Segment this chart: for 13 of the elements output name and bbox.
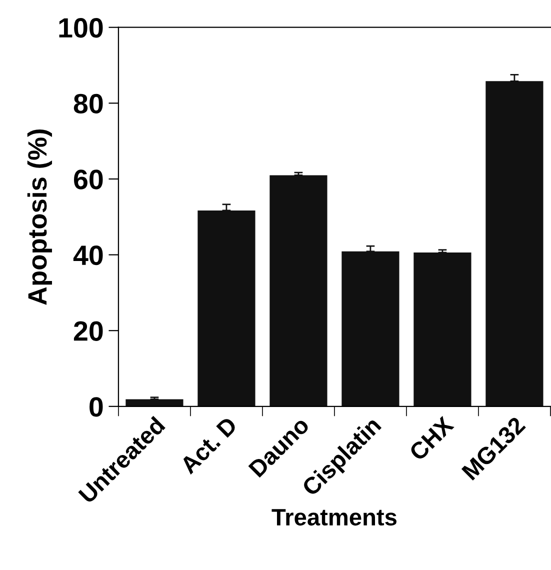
- bar: [342, 251, 400, 406]
- y-tick-label: 20: [74, 321, 103, 341]
- y-axis-title: Apoptosis (%): [27, 130, 52, 305]
- bar: [270, 175, 328, 406]
- y-tick-label: 100: [59, 18, 103, 38]
- y-tick-label: 40: [73, 245, 103, 266]
- y-tick-label: 60: [74, 170, 103, 190]
- x-axis-title: Treatments: [272, 509, 396, 526]
- bar: [126, 399, 184, 406]
- y-tick-label: 0: [90, 397, 103, 417]
- x-tick-label: Act. D: [179, 416, 238, 475]
- y-tick-label: 80: [74, 94, 103, 114]
- bar: [414, 252, 472, 406]
